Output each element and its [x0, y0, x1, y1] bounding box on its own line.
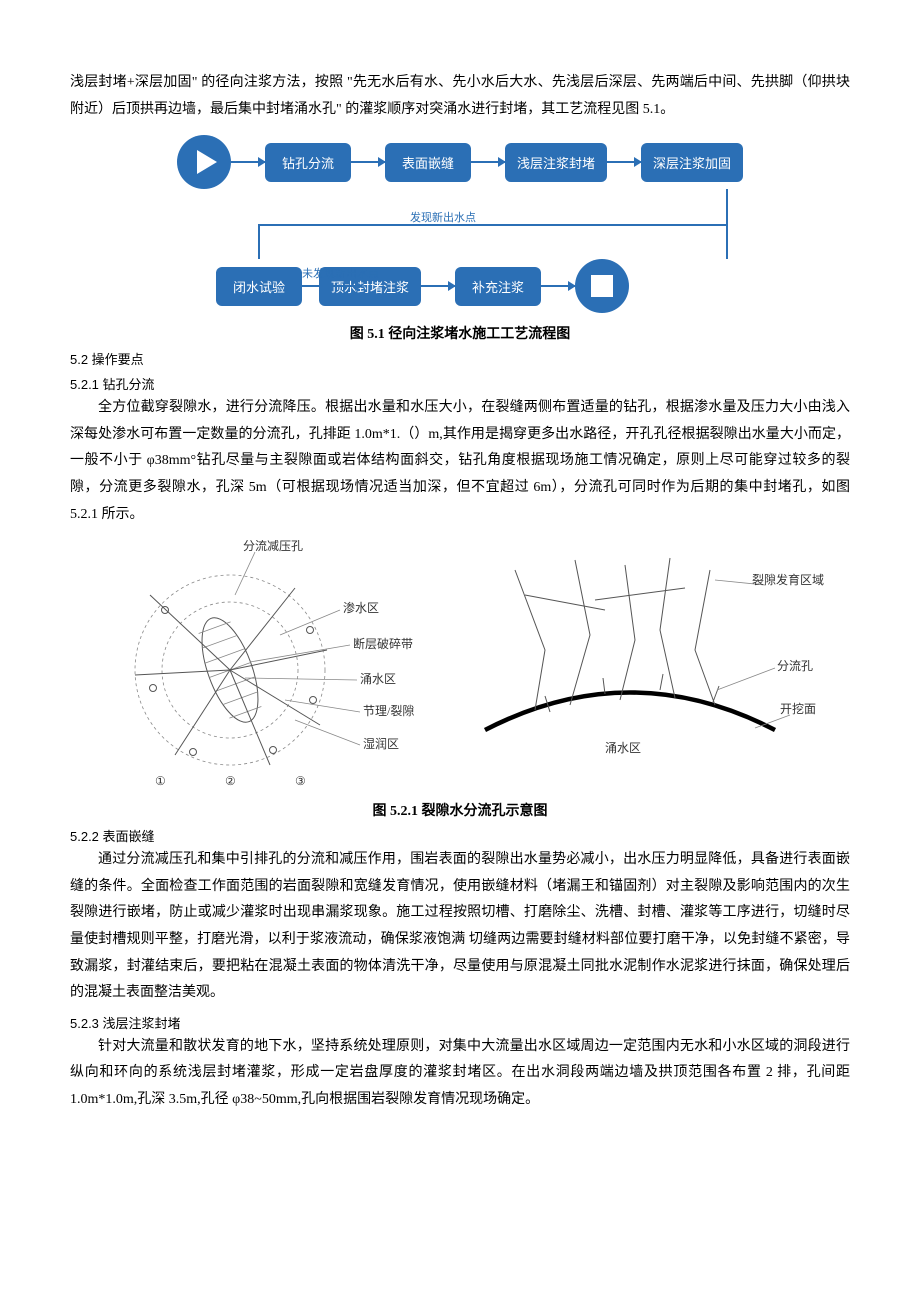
svg-text:①: ①: [155, 774, 166, 788]
flow-vline: [726, 189, 728, 259]
flow-row-top: 钻孔分流 表面嵌缝 浅层注浆封堵 深层注浆加固: [150, 135, 770, 189]
label-gush-right: 涌水区: [605, 741, 641, 755]
flowchart-5-1: 钻孔分流 表面嵌缝 浅层注浆封堵 深层注浆加固 发现新出水点 闭水试验 未发现新…: [150, 135, 770, 313]
flow-arrow: [471, 161, 505, 163]
label-wet: 湿润区: [363, 736, 399, 751]
label-excavation: 开挖面: [780, 701, 816, 716]
svg-text:②: ②: [225, 774, 236, 788]
diagram-left: 分流减压孔 渗水区 断层破碎带 涌水区 节理/裂隙 湿润区 ① ② ③: [95, 540, 425, 790]
label-divert: 分流孔: [777, 659, 813, 673]
section-5-2-2-title: 5.2.2 表面嵌缝: [70, 826, 850, 845]
flow-vline: [258, 224, 260, 259]
flow-node-drill: 钻孔分流: [265, 143, 351, 182]
label-seep: 渗水区: [343, 600, 379, 615]
flow-node-shallow: 浅层注浆封堵: [505, 143, 607, 182]
section-5-2-1-title: 5.2.1 钻孔分流: [70, 374, 850, 393]
flow-arrow: [607, 161, 641, 163]
label-joint: 节理/裂隙: [363, 704, 414, 718]
flow-row-bottom: 闭水试验 未发现新出水点 顶水封堵注浆 补充注浆: [150, 259, 770, 313]
flowchart-caption: 图 5.1 径向注浆堵水施工工艺流程图: [70, 323, 850, 343]
flow-node-deep: 深层注浆加固: [641, 143, 743, 182]
section-5-2-title: 5.2 操作要点: [70, 349, 850, 368]
play-icon: [197, 150, 217, 174]
label-divert-hole: 分流减压孔: [243, 540, 303, 553]
label-fissure-zone: 裂隙发育区域: [752, 572, 824, 587]
flow-edge-label-notfound: 未发现新出水点: [302, 265, 379, 281]
intro-paragraph: 浅层封堵+深层加固" 的径向注浆方法，按照 "先无水后有水、先小水后大水、先浅层…: [70, 70, 850, 123]
flow-vertical-connectors: 发现新出水点: [150, 189, 770, 259]
stop-icon: [591, 275, 613, 297]
label-gush: 涌水区: [360, 672, 396, 686]
section-5-2-3-body: 针对大流量和散状发育的地下水，坚持系统处理原则，对集中大流量出水区域周边一定范围…: [70, 1034, 850, 1114]
diagram-caption: 图 5.2.1 裂隙水分流孔示意图: [70, 800, 850, 820]
flow-node-test: 闭水试验: [216, 267, 302, 306]
section-5-2-1-body: 全方位截穿裂隙水，进行分流降压。根据出水量和水压大小，在裂缝两侧布置适量的钻孔，…: [70, 395, 850, 528]
flow-arrow: [231, 161, 265, 163]
flow-arrow: [421, 285, 455, 287]
svg-text:③: ③: [295, 774, 306, 788]
flow-end: [575, 259, 629, 313]
flow-edge-label-found: 发现新出水点: [410, 209, 476, 225]
flow-arrow: [302, 285, 362, 287]
section-5-2-2-body: 通过分流减压孔和集中引排孔的分流和减压作用，围岩表面的裂隙出水量势必减小，出水压…: [70, 847, 850, 1007]
section-5-2-3-title: 5.2.3 浅层注浆封堵: [70, 1013, 850, 1032]
flow-node-seam: 表面嵌缝: [385, 143, 471, 182]
flow-start: [177, 135, 231, 189]
flow-arrow: [541, 285, 575, 287]
diagram-5-2-1: 分流减压孔 渗水区 断层破碎带 涌水区 节理/裂隙 湿润区 ① ② ③ 裂隙发育…: [70, 540, 850, 790]
label-fault: 断层破碎带: [353, 636, 413, 651]
flow-node-supplement: 补充注浆: [455, 267, 541, 306]
diagram-right: 裂隙发育区域 分流孔 开挖面 涌水区: [455, 540, 825, 770]
flow-arrow: [351, 161, 385, 163]
flow-hline: [258, 224, 728, 226]
